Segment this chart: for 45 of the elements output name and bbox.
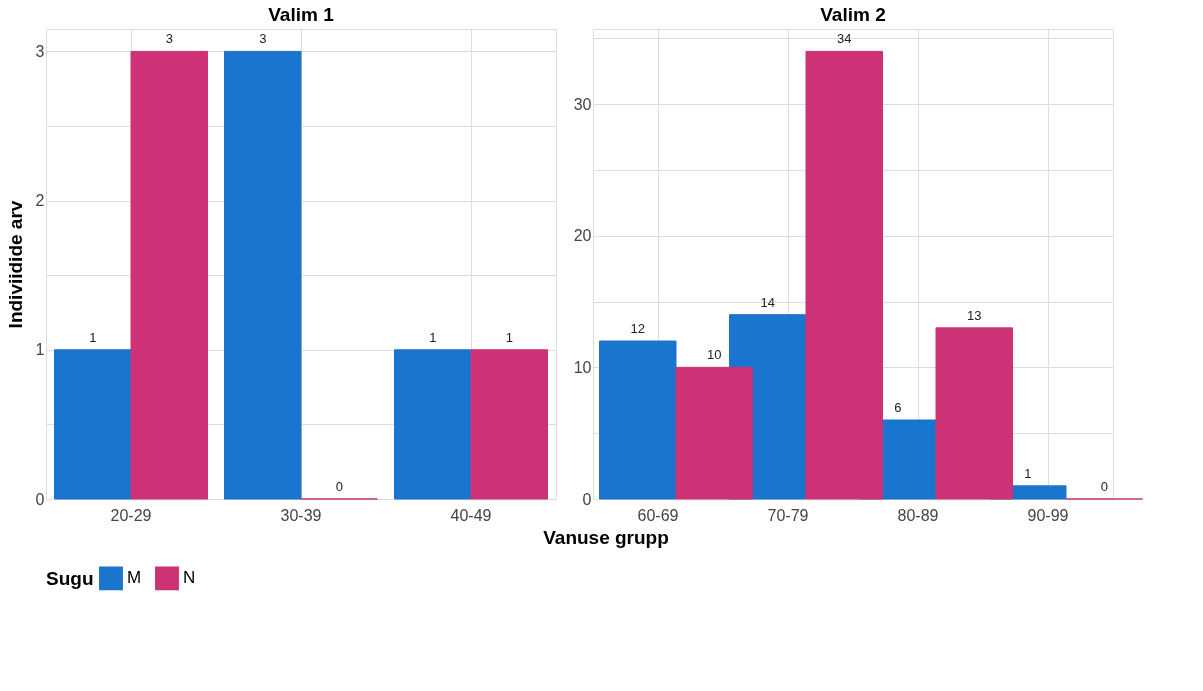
y-tick-label: 1	[35, 341, 45, 359]
x-tick-label: 30-39	[280, 506, 322, 524]
bar	[935, 327, 1013, 500]
y-tick-label: 20	[573, 227, 592, 245]
data-label: 1	[505, 329, 513, 345]
data-label: 0	[335, 479, 343, 494]
data-label: 1	[89, 329, 97, 345]
bar	[675, 366, 753, 500]
bar	[805, 50, 883, 500]
data-label: 14	[760, 294, 775, 310]
y-tick-label: 0	[35, 490, 45, 508]
data-label: 13	[967, 307, 982, 323]
bar	[599, 340, 677, 500]
data-label: 0	[1100, 479, 1108, 494]
data-label: 10	[707, 347, 722, 363]
y-tick-label: 2	[35, 192, 45, 210]
bar	[54, 349, 132, 500]
y-tick-label: 10	[573, 358, 592, 376]
legend-label: N	[183, 568, 196, 588]
data-label: 3	[165, 31, 173, 47]
bar	[224, 50, 302, 500]
y-axis-title: Indiviidide arv	[4, 200, 26, 329]
x-tick-label: 80-89	[897, 506, 939, 524]
data-label: 1	[429, 329, 437, 345]
data-label: 6	[894, 400, 902, 416]
bar	[130, 50, 208, 500]
bar	[470, 349, 548, 500]
legend-label: M	[127, 568, 142, 588]
data-label: 3	[259, 31, 267, 47]
y-tick-label: 30	[573, 95, 592, 113]
y-tick-label: 3	[35, 42, 45, 60]
x-tick-label: 40-49	[450, 506, 492, 524]
x-tick-label: 20-29	[110, 506, 152, 524]
data-label: 1	[1024, 465, 1032, 481]
chart-title: Valim 1	[268, 4, 335, 25]
chart-title: Valim 2	[820, 4, 886, 25]
legend-title: Sugu	[46, 568, 94, 589]
data-label: 12	[630, 321, 645, 337]
x-tick-label: 70-79	[767, 506, 809, 524]
x-tick-label: 60-69	[637, 506, 679, 524]
y-tick-label: 0	[582, 490, 592, 508]
x-axis-title: Vanuse grupp	[543, 527, 669, 548]
x-tick-label: 90-99	[1027, 506, 1069, 524]
bar	[394, 349, 472, 500]
data-label: 34	[837, 31, 852, 47]
